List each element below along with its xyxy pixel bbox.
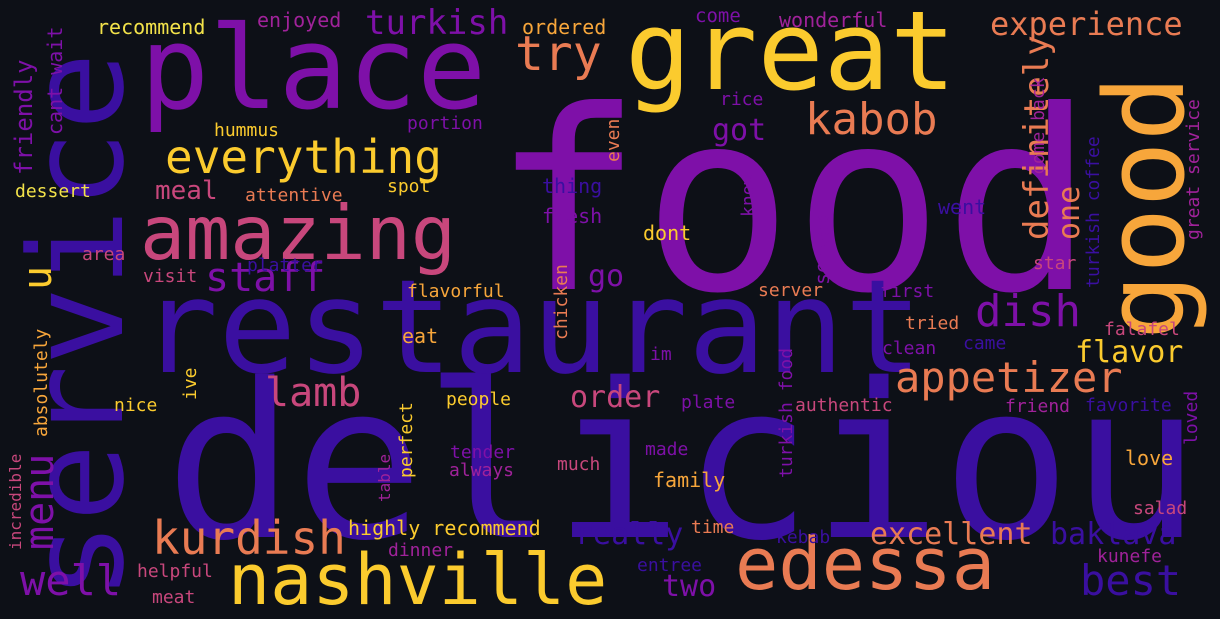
word-dish: dish [975, 286, 1081, 337]
word-even: even [603, 118, 624, 162]
word-much: much [557, 454, 601, 475]
word-amazing: amazing [140, 189, 457, 277]
word-menu: menu [17, 453, 63, 550]
word-wonderful: wonderful [779, 8, 888, 32]
word-absolutely: absolutely [31, 328, 52, 437]
word-u: u [15, 265, 61, 290]
word-great: great [625, 0, 957, 115]
word-kunefe: kunefe [1097, 546, 1163, 567]
word-time: time [691, 517, 735, 538]
word-best: best [1080, 556, 1182, 605]
word-people: people [446, 389, 512, 410]
word-edessa: edessa [735, 522, 996, 606]
word-two: two [662, 569, 717, 604]
word-star: star [1033, 253, 1077, 274]
word-well: well [20, 556, 122, 605]
word-tried: tried [905, 313, 960, 334]
word-first: first [880, 281, 935, 302]
word-come-back: come back [1028, 77, 1049, 175]
word-lamb: lamb [265, 370, 362, 416]
word-visit: visit [143, 266, 198, 287]
word-eat: eat [402, 324, 439, 348]
word-flavorful: flavorful [407, 281, 505, 302]
word-everything: everything [165, 130, 442, 184]
word-im: im [650, 344, 672, 365]
word-clean: clean [882, 338, 937, 359]
word-great-service: great service [1183, 99, 1204, 240]
word-favorite: favorite [1085, 395, 1172, 416]
word-come: come [695, 5, 741, 27]
word-entree: entree [637, 555, 703, 576]
word-loved: loved [1181, 390, 1202, 445]
word-food: food [492, 57, 1095, 348]
word-cant-wait: cant wait [43, 26, 67, 135]
word-kabob: kabob [805, 94, 938, 145]
word-dessert: dessert [15, 181, 91, 202]
word-family: family [653, 468, 726, 492]
word-order: order [570, 380, 661, 415]
word-recommend: recommend [97, 15, 206, 39]
word-served: served [810, 212, 834, 285]
word-incredible: incredible [6, 453, 25, 550]
word-server: server [758, 280, 824, 301]
word-tender: tender [450, 442, 516, 463]
word-helpful: helpful [137, 561, 213, 582]
word-appetizer: appetizer [895, 353, 1123, 402]
word-got: got [712, 113, 767, 148]
word-meat: meat [152, 587, 196, 608]
word-thing: thing [542, 174, 603, 198]
word-authentic: authentic [795, 395, 893, 416]
word-staff: staff [205, 255, 326, 301]
word-came: came [963, 333, 1007, 354]
word-spot: spot [387, 176, 431, 197]
word-dont: dont [643, 221, 692, 245]
word-salad: salad [1133, 498, 1188, 519]
word-know: know [738, 173, 759, 217]
word-kurdish: kurdish [152, 511, 346, 565]
word-highly-recommend: highly recommend [348, 516, 541, 540]
word-friend: friend [1005, 396, 1071, 417]
word-restaurant: restaurant [140, 251, 923, 403]
word-turkish: turkish [365, 3, 509, 43]
word-table: table [375, 453, 394, 502]
word-portion: portion [407, 113, 483, 134]
word-one: one [1052, 185, 1087, 240]
word-meal: meal [155, 176, 218, 206]
word-go: go [588, 259, 625, 294]
word-dinner: dinner [388, 540, 454, 561]
word-turkish-coffee: turkish coffee [1083, 136, 1104, 288]
word-experience: experience [990, 5, 1183, 43]
word-area: area [82, 244, 126, 265]
word-went: went [938, 195, 987, 219]
word-rice: rice [720, 89, 764, 110]
word-fresh: fresh [542, 204, 603, 228]
word-hummus: hummus [214, 120, 280, 141]
word-plate: plate [681, 392, 736, 413]
word-baklava: baklava [1050, 517, 1177, 552]
word-falafel: falafel [1104, 319, 1180, 340]
word-attentive: attentive [245, 185, 343, 206]
word-really: really [575, 517, 684, 552]
word-delicious: delicious [165, 337, 1220, 588]
word-ordered: ordered [522, 15, 607, 39]
word-love: love [1125, 446, 1174, 470]
word-ive: ive [180, 367, 201, 400]
word-always: always [449, 460, 515, 481]
word-perfect: perfect [396, 402, 417, 478]
word-friendly: friendly [10, 59, 38, 175]
word-nashville: nashville [228, 539, 608, 619]
word-flavor: flavor [1075, 335, 1184, 370]
word-turkish-food: turkish food [776, 347, 797, 478]
word-try: try [515, 26, 602, 82]
word-chicken: chicken [551, 264, 572, 340]
word-place: place [140, 2, 487, 136]
word-excellent: excellent [870, 517, 1033, 552]
word-platter: platter [247, 255, 323, 276]
word-kebab: kebab [776, 527, 831, 548]
word-made: made [645, 439, 689, 460]
word-enjoyed: enjoyed [257, 8, 342, 32]
word-nice: nice [114, 395, 158, 416]
